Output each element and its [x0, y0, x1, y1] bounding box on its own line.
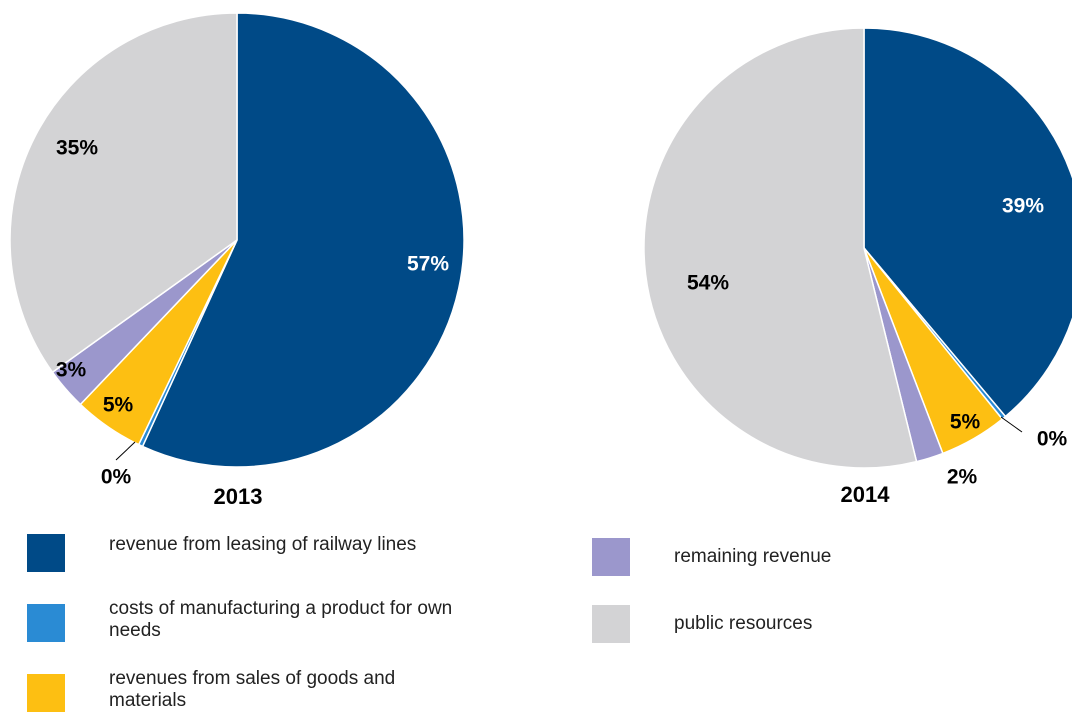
pie-2014-label-remaining: 2%	[947, 466, 978, 489]
pie-2013-label-remaining: 3%	[56, 359, 87, 382]
pie-2014-label-sales: 5%	[950, 411, 981, 434]
pie-2014: 39% 0% 5% 2% 54% 2014	[643, 27, 1072, 507]
legend-label-leasing: revenue from leasing of railway lines	[109, 534, 417, 555]
legend-swatch-remaining	[592, 538, 630, 576]
pie-2014-label-leasing: 39%	[1002, 195, 1044, 218]
pie-2014-slice-public	[643, 27, 918, 469]
legend-label-costs: costs of manufacturing a product for own…	[109, 598, 453, 641]
pie-year-label-2013: 2013	[214, 484, 263, 509]
pie-2013: 57% 0% 5% 3% 35% 2013	[9, 12, 465, 509]
pie-2013-label-public: 35%	[56, 137, 98, 160]
legend-item-remaining: remaining revenue	[592, 538, 1054, 576]
pie-2013-slice-public	[9, 12, 238, 374]
legend-item-sales: revenues from sales of goods and materia…	[27, 668, 469, 712]
pie-2014-label-costs: 0%	[1037, 428, 1068, 451]
legend-swatch-leasing	[27, 534, 65, 572]
legend-swatch-public	[592, 605, 630, 643]
pie-2013-leader-costs	[115, 441, 136, 461]
pie-2014-slice-leasing	[863, 27, 1072, 418]
pie-2013-slice-leasing	[141, 12, 465, 468]
pie-2014-label-public: 54%	[687, 272, 729, 295]
legend-item-leasing: revenue from leasing of railway lines	[27, 534, 489, 572]
legend-item-public: public resources	[592, 605, 1054, 643]
pie-2014-leader-costs	[1000, 416, 1023, 433]
legend-swatch-costs	[27, 604, 65, 642]
legend-swatch-sales	[27, 674, 65, 712]
pie-2013-label-costs: 0%	[101, 466, 132, 489]
pie-2013-label-sales: 5%	[103, 394, 134, 417]
pie-year-label-2014: 2014	[841, 482, 891, 507]
pie-2013-label-leasing: 57%	[407, 253, 449, 276]
legend-item-costs: costs of manufacturing a product for own…	[27, 598, 489, 642]
legend-label-sales: revenues from sales of goods and materia…	[109, 668, 396, 711]
legend-label-public: public resources	[674, 613, 813, 634]
legend-label-remaining: remaining revenue	[674, 546, 832, 567]
